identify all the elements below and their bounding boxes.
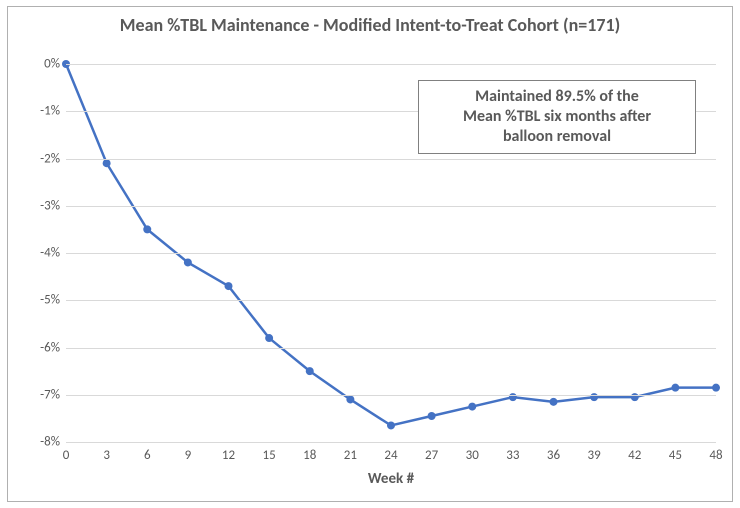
x-tick-label: 15 — [263, 442, 276, 463]
x-tick-label: 27 — [425, 442, 438, 463]
x-tick-label: 12 — [222, 442, 235, 463]
series-marker — [428, 412, 436, 420]
y-tick-label: -6% — [40, 340, 66, 355]
series-marker — [346, 395, 354, 403]
series-marker — [468, 403, 476, 411]
x-tick-label: 33 — [506, 442, 519, 463]
x-tick-label: 3 — [103, 442, 110, 463]
x-tick-label: 21 — [344, 442, 357, 463]
series-marker — [103, 159, 111, 167]
y-tick-label: -2% — [40, 151, 66, 166]
x-tick-label: 18 — [303, 442, 316, 463]
gridline — [66, 348, 716, 349]
gridline — [66, 253, 716, 254]
x-axis-title: Week # — [66, 470, 716, 488]
series-marker — [671, 384, 679, 392]
annotation-box: Maintained 89.5% of theMean %TBL six mon… — [418, 80, 696, 154]
x-tick-label: 42 — [628, 442, 641, 463]
series-marker — [143, 225, 151, 233]
x-tick-label: 24 — [384, 442, 397, 463]
series-marker — [712, 384, 720, 392]
chart-title: Mean %TBL Maintenance - Modified Intent-… — [7, 14, 733, 36]
gridline — [66, 64, 716, 65]
x-tick-label: 0 — [63, 442, 70, 463]
y-tick-label: -1% — [40, 104, 66, 119]
series-marker — [306, 367, 314, 375]
x-tick-label: 39 — [588, 442, 601, 463]
x-tick-label: 6 — [144, 442, 151, 463]
gridline — [66, 395, 716, 396]
series-marker — [225, 282, 233, 290]
gridline — [66, 300, 716, 301]
y-tick-label: -7% — [40, 387, 66, 402]
x-tick-label: 9 — [185, 442, 192, 463]
y-tick-label: -5% — [40, 293, 66, 308]
series-marker — [184, 258, 192, 266]
y-tick-label: 0% — [44, 57, 66, 72]
series-marker — [265, 334, 273, 342]
x-tick-label: 45 — [669, 442, 682, 463]
series-marker — [387, 421, 395, 429]
x-tick-label: 30 — [466, 442, 479, 463]
annotation-line: balloon removal — [429, 127, 685, 147]
y-tick-label: -3% — [40, 198, 66, 213]
gridline — [66, 206, 716, 207]
annotation-line: Mean %TBL six months after — [429, 107, 685, 127]
annotation-line: Maintained 89.5% of the — [429, 87, 685, 107]
y-tick-label: -4% — [40, 246, 66, 261]
gridline — [66, 159, 716, 160]
x-tick-label: 36 — [547, 442, 560, 463]
series-marker — [550, 398, 558, 406]
x-tick-label: 48 — [709, 442, 722, 463]
